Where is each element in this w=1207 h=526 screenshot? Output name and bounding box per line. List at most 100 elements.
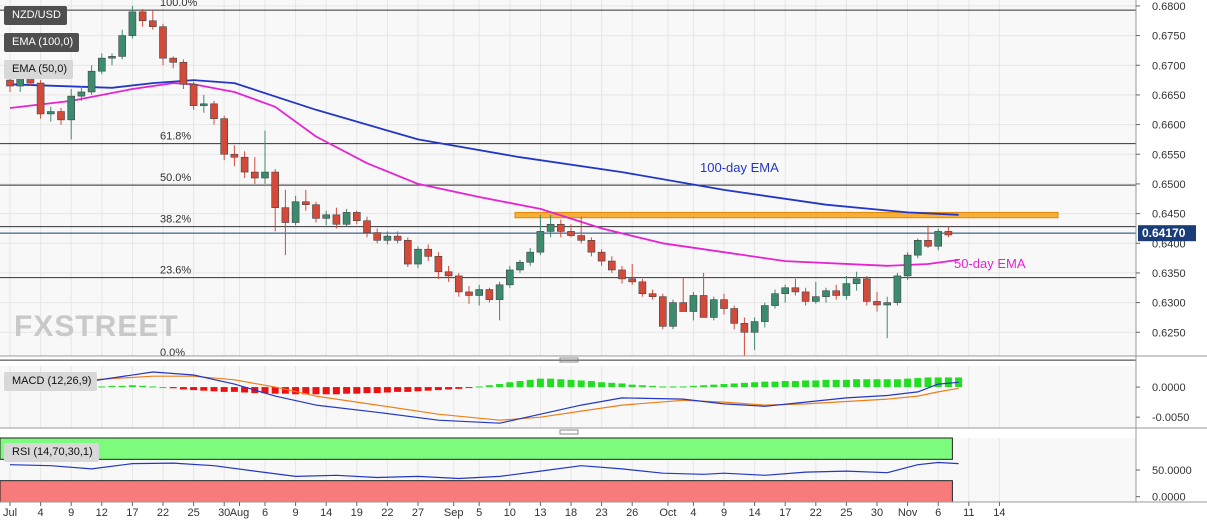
x-tick-label: 22 (810, 507, 822, 519)
candle-body (638, 281, 647, 295)
macd-signal-line (10, 375, 959, 421)
rsi-tick-label: 0.0000 (1152, 492, 1186, 504)
macd-hist-bar (404, 387, 412, 392)
legend-ema100[interactable]: EMA (100,0) (4, 33, 80, 52)
candle-body (363, 220, 371, 233)
candle-body (301, 201, 310, 206)
candle-body (485, 289, 494, 300)
candle-body (230, 153, 239, 158)
macd-hist-bar (587, 381, 595, 388)
macd-hist-bar (128, 385, 136, 388)
macd-hist-bar (281, 387, 289, 394)
x-tick-label: 30 (218, 507, 230, 519)
candle-body (536, 231, 545, 253)
macd-hist-bar (863, 379, 871, 388)
macd-hist-bar (118, 385, 126, 388)
candle-body (771, 293, 779, 306)
macd-hist-bar (496, 384, 504, 388)
candle-body (403, 240, 412, 265)
candle-body (169, 57, 177, 63)
macd-hist-bar (414, 387, 422, 392)
price-tick-label: 0.6600 (1152, 120, 1186, 132)
macd-tick-label: -0.0050 (1152, 412, 1189, 424)
macd-hist-bar (353, 387, 361, 394)
candle-body (210, 103, 218, 119)
candle-body (934, 231, 943, 247)
rsi-legend[interactable]: RSI (14,70,30,1) (4, 443, 99, 462)
candle-body (434, 256, 443, 273)
macd-legend[interactable]: MACD (12,26,9) (4, 372, 98, 391)
macd-hist-bar (302, 387, 310, 395)
candle-body (454, 275, 463, 293)
macd-hist-bar (516, 381, 524, 388)
macd-hist-bar (853, 379, 861, 388)
macd-hist-bar (873, 379, 881, 388)
macd-hist-bar (149, 386, 157, 388)
x-tick-label: 18 (565, 507, 577, 519)
macd-hist-bar (373, 387, 381, 394)
candle-body (618, 269, 626, 280)
macd-hist-bar (261, 387, 269, 394)
macd-hist-bar (179, 387, 187, 390)
macd-hist-bar (434, 387, 442, 391)
ema50-annotation: 50-day EMA (954, 256, 1026, 271)
candle-body (679, 302, 688, 312)
candle-body (720, 299, 728, 309)
macd-line (9, 371, 959, 424)
macd-hist-bar (220, 387, 228, 392)
candle-body (149, 20, 157, 27)
ema100-annotation: 100-day EMA (700, 160, 779, 175)
macd-hist-bar (577, 380, 585, 388)
candle-body (281, 207, 290, 223)
price-tick-label: 0.6800 (1152, 1, 1186, 13)
candle-body (6, 79, 14, 87)
candle-body (607, 260, 616, 271)
macd-hist-bar (628, 384, 636, 388)
candle-body (740, 323, 749, 333)
fib-label: 100.0% (160, 0, 198, 9)
macd-hist-bar (332, 387, 340, 395)
candle-body (893, 275, 902, 303)
x-tick-label: 27 (412, 507, 424, 519)
candle-body (924, 240, 932, 247)
macd-hist-bar (710, 384, 718, 388)
macd-hist-bar (536, 378, 544, 388)
macd-hist-bar (322, 387, 330, 395)
candle-body (67, 95, 75, 121)
macd-hist-bar (139, 385, 147, 388)
macd-tick-label: 0.0000 (1152, 382, 1186, 394)
x-tick-label: 25 (187, 507, 199, 519)
rsi-line (9, 461, 959, 480)
candle-body (108, 56, 116, 59)
legend-symbol[interactable]: NZD/USD (4, 6, 67, 25)
x-tick-label: 9 (721, 507, 727, 519)
macd-hist-bar (547, 378, 555, 388)
macd-hist-bar (343, 387, 351, 394)
x-tick-label: 9 (68, 507, 74, 519)
fib-label: 50.0% (160, 172, 191, 184)
macd-hist-bar (292, 387, 300, 395)
watermark-logo: FXSTREET (14, 310, 179, 343)
candle-body (342, 212, 351, 225)
macd-hist-bar (312, 387, 320, 395)
candle-body (189, 83, 198, 106)
candle-body (658, 296, 667, 327)
candle-body (414, 248, 422, 265)
candle-body (516, 261, 524, 271)
price-tick-label: 0.6450 (1152, 209, 1186, 221)
x-tick-label: 25 (840, 507, 852, 519)
x-tick-label: Aug (230, 507, 250, 519)
candle-body (862, 278, 871, 302)
macd-hist-bar (781, 381, 789, 388)
macd-hist-bar (893, 379, 901, 388)
x-tick-label: 4 (690, 507, 696, 519)
candle-body (373, 232, 382, 241)
legend-ema50[interactable]: EMA (50,0) (4, 60, 74, 79)
price-pane-bg (0, 0, 1136, 356)
candle-body (322, 214, 331, 219)
macd-hist-bar (98, 386, 106, 388)
macd-hist-bar (914, 378, 922, 388)
macd-hist-bar (567, 379, 575, 388)
